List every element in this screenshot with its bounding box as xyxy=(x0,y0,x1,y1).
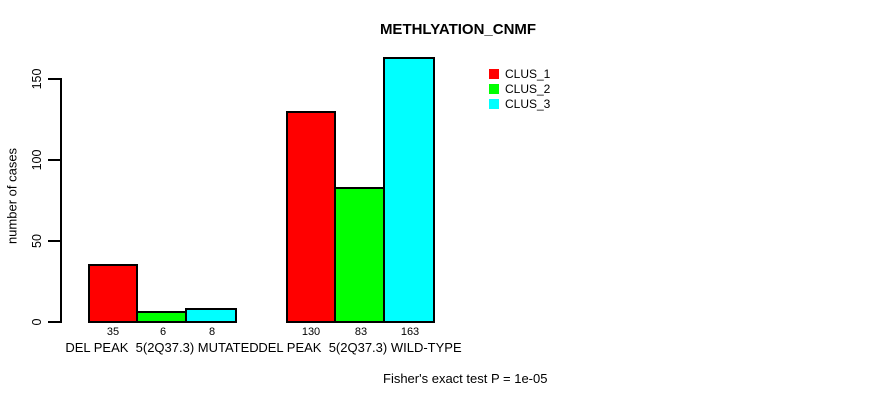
category-label-mutated: DEL PEAK 5(2Q37.3) MUTATED xyxy=(65,340,259,355)
bar-clus_3-group2 xyxy=(383,57,435,323)
y-axis-tick xyxy=(48,321,62,323)
legend: CLUS_1 CLUS_2 CLUS_3 xyxy=(489,66,550,111)
bar-value-label: 6 xyxy=(159,326,167,338)
bar-value-label: 130 xyxy=(301,326,321,338)
legend-color-swatch-clus-1 xyxy=(489,68,499,79)
legend-label-clus-1: CLUS_1 xyxy=(505,66,551,81)
y-axis-line xyxy=(60,78,62,323)
legend-item-clus-1: CLUS_1 xyxy=(489,66,550,81)
legend-item-clus-3: CLUS_3 xyxy=(489,96,550,111)
legend-color-swatch-clus-2 xyxy=(489,83,499,94)
legend-item-clus-2: CLUS_2 xyxy=(489,81,550,96)
bar-value-label: 8 xyxy=(208,326,216,338)
bar-value-label: 163 xyxy=(400,326,420,338)
legend-label-clus-3: CLUS_3 xyxy=(505,96,551,111)
y-axis-tick xyxy=(48,78,62,80)
y-axis-tick-label: 150 xyxy=(30,68,44,90)
bar-clus_1-group2 xyxy=(286,111,336,323)
bar-value-label: 35 xyxy=(106,326,120,338)
y-axis-tick xyxy=(48,240,62,242)
legend-label-clus-2: CLUS_2 xyxy=(505,81,551,96)
y-axis-tick-label: 50 xyxy=(30,234,44,248)
bar-clus_2-group2 xyxy=(334,187,386,323)
y-axis-tick-label: 100 xyxy=(30,149,44,171)
legend-color-swatch-clus-3 xyxy=(489,98,499,109)
chart-title: METHLYATION_CNMF xyxy=(379,21,537,38)
category-label-wild-type: DEL PEAK 5(2Q37.3) WILD-TYPE xyxy=(258,340,462,355)
bar-value-label: 83 xyxy=(354,326,368,338)
bar-clus_3-group1 xyxy=(185,308,237,323)
bar-clus_2-group1 xyxy=(136,311,188,323)
y-axis-tick-label: 0 xyxy=(30,318,44,326)
bar-clus_1-group1 xyxy=(88,264,138,323)
y-axis-label: number of cases xyxy=(4,147,20,245)
y-axis-tick xyxy=(48,159,62,161)
fisher-test-annotation: Fisher's exact test P = 1e-05 xyxy=(383,371,548,386)
